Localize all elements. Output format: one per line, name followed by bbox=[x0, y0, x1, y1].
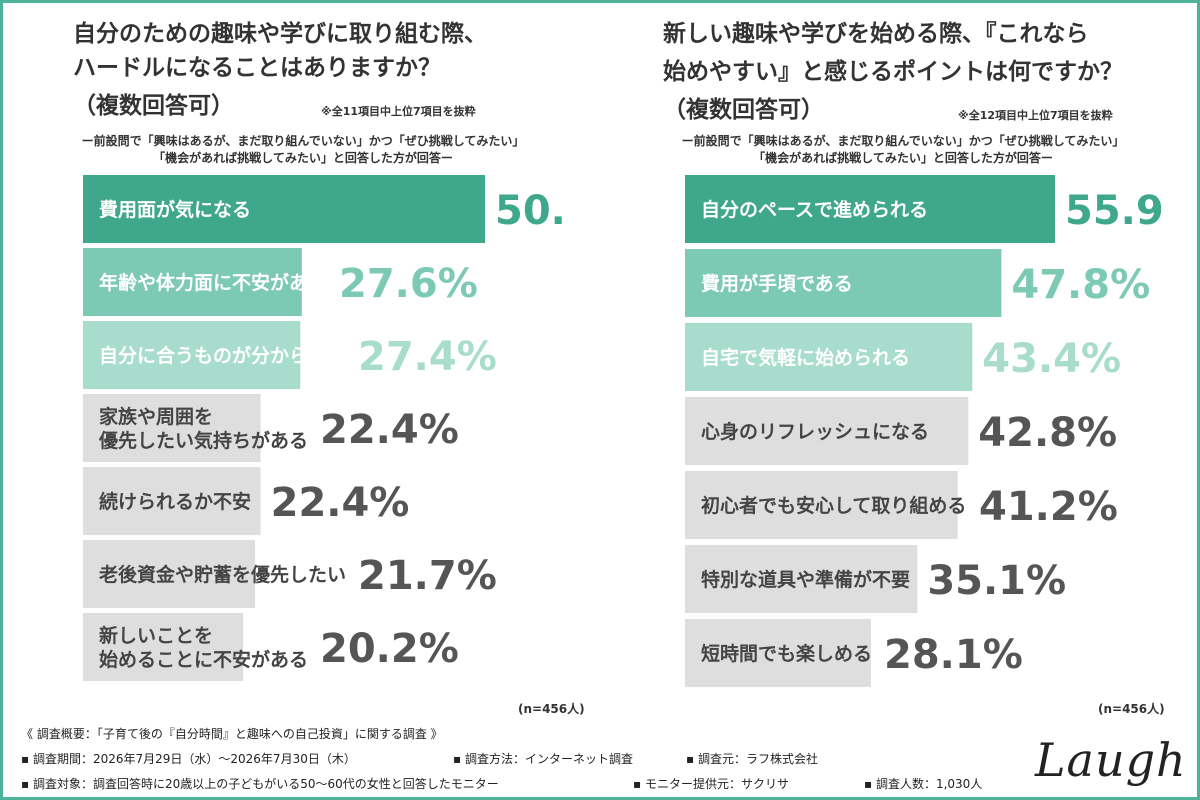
left-sample-size: (n=456人) bbox=[518, 702, 585, 716]
right-condition: ー前設問で「興味はあるが、まだ取り組んでいない」かつ「ぜひ挑戦してみたい」 「機… bbox=[603, 133, 1200, 167]
bar bbox=[83, 394, 261, 462]
bar bbox=[83, 613, 244, 681]
survey-row-1: ▪ 調査期間：2026年7月29日（水）～2026年7月30日（木） ▪ 調査方… bbox=[21, 750, 818, 767]
left-bar-chart: 費用面が気になる 50.7% 年齢や体力面に不安がある 27.6% 自分に合うものが分か… bbox=[83, 175, 563, 681]
survey-target: ▪ 調査対象：調査回答時に20歳以上の子どもがいる50～60代の女性と回答したモ… bbox=[21, 777, 499, 791]
category-label: 費用面が気になる bbox=[99, 198, 251, 221]
right-note: ※全12項目中上位7項目を抜粋 bbox=[958, 109, 1113, 122]
bar bbox=[685, 619, 871, 687]
right-title-line: 始めやすい』と感じるポイントは何ですか？ bbox=[663, 59, 1123, 85]
bar bbox=[83, 248, 302, 316]
right-title-line: （複数回答可） bbox=[663, 97, 824, 123]
category-label: 初心者でも安心して取り組める bbox=[701, 494, 966, 517]
value-label: 27.6% bbox=[339, 261, 478, 307]
bar bbox=[685, 397, 969, 465]
right-bar-chart: 自分のペースで進められる 55.9% 費用が手頃である 47.8% 自宅で気軽に始められ… bbox=[685, 175, 1163, 687]
category-label: 特別な道具や準備が不要 bbox=[701, 568, 910, 591]
bar bbox=[685, 175, 1055, 243]
bar bbox=[83, 321, 301, 389]
bar bbox=[685, 545, 918, 613]
left-condition: ー前設問で「興味はあるが、まだ取り組んでいない」かつ「ぜひ挑戦してみたい」 「機… bbox=[13, 133, 593, 167]
survey-provider: ▪ モニター提供元：サクリサ bbox=[633, 777, 789, 791]
value-label: 55.9% bbox=[1065, 188, 1163, 234]
category-label: 費用が手頃である bbox=[701, 272, 853, 295]
category-label: 新しいことを始めることに不安がある bbox=[99, 624, 308, 671]
value-label: 42.8% bbox=[978, 410, 1117, 456]
left-condition-line: ー前設問で「興味はあるが、まだ取り組んでいない」かつ「ぜひ挑戦してみたい」 bbox=[81, 134, 525, 148]
survey-row-2: ▪ 調査対象：調査回答時に20歳以上の子どもがいる50～60代の女性と回答したモ… bbox=[21, 775, 982, 792]
right-condition-line: ー前設問で「興味はあるが、まだ取り組んでいない」かつ「ぜひ挑戦してみたい」 bbox=[681, 134, 1125, 148]
value-label: 41.2% bbox=[979, 484, 1118, 530]
category-label: 老後資金や貯蓄を優先したい bbox=[99, 563, 346, 586]
bar bbox=[83, 467, 261, 535]
value-label: 35.1% bbox=[927, 558, 1066, 604]
category-label: 自宅で気軽に始められる bbox=[701, 346, 910, 369]
survey-method: ▪ 調査方法：インターネット調査 bbox=[453, 752, 633, 766]
left-condition-line: 「機会があれば挑戦してみたい」と回答した方が回答ー bbox=[153, 151, 453, 165]
value-label: 28.1% bbox=[884, 632, 1023, 678]
category-label: 自分に合うものが分からない bbox=[99, 344, 346, 367]
right-sample-size: (n=456人) bbox=[1098, 702, 1165, 716]
bar bbox=[83, 175, 485, 243]
left-title-line: ハードルになることはありますか？ bbox=[73, 55, 441, 81]
value-label: 47.8% bbox=[1011, 262, 1150, 308]
right-condition-line: 「機会があれば挑戦してみたい」と回答した方が回答ー bbox=[753, 151, 1053, 165]
survey-summary: 《 調査概要：「子育て後の『自分時間』と趣味への自己投資」に関する調査 》 bbox=[21, 727, 443, 741]
category-label: 自分のペースで進められる bbox=[701, 198, 928, 221]
value-label: 50.7% bbox=[495, 188, 563, 234]
left-note: ※全11項目中上位7項目を抜粋 bbox=[321, 105, 476, 118]
category-label: 年齢や体力面に不安がある bbox=[99, 271, 327, 294]
category-label: 短時間でも楽しめる bbox=[701, 642, 872, 665]
category-label: 家族や周囲を優先したい気持ちがある bbox=[98, 405, 308, 452]
category-label: 続けられるか不安 bbox=[99, 490, 251, 513]
value-label: 22.4% bbox=[271, 480, 410, 526]
value-label: 20.2% bbox=[320, 626, 459, 672]
survey-period: ▪ 調査期間：2026年7月29日（水）～2026年7月30日（木） bbox=[21, 752, 356, 766]
value-label: 22.4% bbox=[320, 407, 459, 453]
survey-source: ▪ 調査元：ラフ株式会社 bbox=[686, 752, 818, 766]
bar bbox=[685, 249, 1002, 317]
bar bbox=[83, 540, 256, 608]
left-title-line: 自分のための趣味や学びに取り組む際、 bbox=[73, 21, 487, 47]
value-label: 27.4% bbox=[358, 334, 497, 380]
category-label: 心身のリフレッシュになる bbox=[701, 420, 929, 443]
bar bbox=[685, 323, 973, 391]
left-title-line: （複数回答可） bbox=[73, 93, 234, 119]
company-logo: Laugh bbox=[1035, 733, 1187, 787]
survey-count: ▪ 調査人数：1,030人 bbox=[864, 777, 983, 791]
value-label: 43.4% bbox=[982, 336, 1121, 382]
value-label: 21.7% bbox=[358, 553, 497, 599]
right-title-line: 新しい趣味や学びを始める際、『これなら bbox=[663, 21, 1089, 47]
bar bbox=[685, 471, 958, 539]
